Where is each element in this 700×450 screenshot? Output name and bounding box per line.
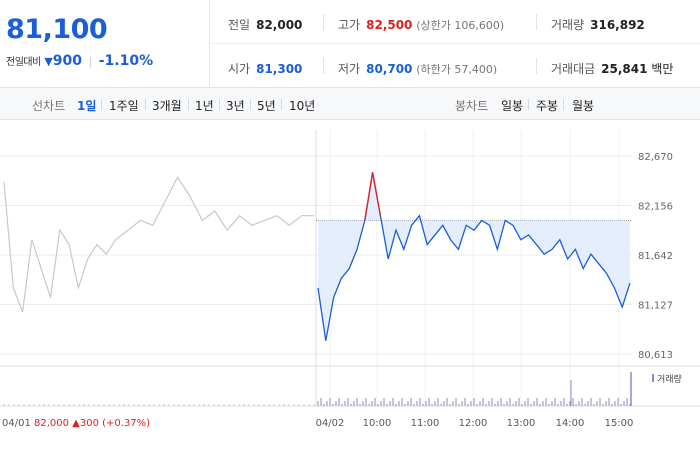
quote-row-2: 시가 81,300 저가 80,700 (하한가 57,400) 거래대금 25,84… xyxy=(211,44,700,88)
footer-date: 04/01 xyxy=(2,418,31,429)
divider xyxy=(528,99,529,110)
prev-close-label: 전일 xyxy=(228,18,251,32)
tab-3-months[interactable]: 3개월 xyxy=(152,99,182,113)
volume-bars: 거래량 xyxy=(3,372,682,406)
tab-3-years[interactable]: 3년 xyxy=(226,99,245,113)
divider xyxy=(563,99,564,110)
line-chart-label: 선차트 xyxy=(32,99,66,113)
tab-1-day[interactable]: 1일 xyxy=(77,99,97,113)
y-tick-label: 82,156 xyxy=(638,202,673,213)
x-tick-label: 14:00 xyxy=(556,418,585,429)
chart-grid xyxy=(0,130,700,407)
open-label: 시가 xyxy=(228,62,251,76)
current-price: 81,100 xyxy=(6,14,108,45)
change-percent: -1.10% xyxy=(98,53,154,69)
tab-1-year[interactable]: 1년 xyxy=(195,99,214,113)
area-below-prev-close xyxy=(318,172,630,341)
amount-value: 25,841 xyxy=(601,62,648,76)
high-value: 82,500 xyxy=(366,18,413,32)
chart-period-tabs: 선차트 1일 1주일 3개월 1년 3년 5년 10년 봉차트 일봉 주봉 월봉 xyxy=(0,88,700,120)
divider xyxy=(536,14,537,30)
open-value: 81,300 xyxy=(256,62,303,76)
quote-panel: 81,100 전일대비 ▼900 | -1.10% 전일 82,000 고가 82,… xyxy=(0,0,700,88)
amount-label: 거래대금 xyxy=(551,62,596,76)
tab-weekly-candle[interactable]: 주봉 xyxy=(536,99,559,113)
divider xyxy=(323,14,324,30)
prev-close: 전일 82,000 xyxy=(228,16,302,33)
candle-chart-label: 봉차트 xyxy=(455,99,489,113)
divider xyxy=(188,99,189,110)
volume: 거래량 316,892 xyxy=(551,16,645,33)
divider xyxy=(323,58,324,74)
divider xyxy=(145,99,146,110)
y-tick-label: 82,670 xyxy=(638,152,673,163)
divider xyxy=(219,99,220,110)
volume-label: 거래량 xyxy=(551,18,585,32)
volume-value: 316,892 xyxy=(590,18,645,32)
change-value: 900 xyxy=(52,53,83,69)
x-tick-label: 10:00 xyxy=(363,418,392,429)
today-area xyxy=(318,172,630,341)
volume-legend-label: 거래량 xyxy=(657,373,682,385)
divider: | xyxy=(88,55,93,68)
tab-10-years[interactable]: 10년 xyxy=(289,99,316,113)
x-tick-label: 12:00 xyxy=(459,418,488,429)
open-price: 시가 81,300 xyxy=(228,60,302,77)
x-tick-label: 15:00 xyxy=(605,418,634,429)
tab-daily-candle[interactable]: 일봉 xyxy=(501,99,524,113)
y-tick-label: 81,642 xyxy=(638,251,673,262)
footer-price: 82,000 ▲300 (+0.37%) xyxy=(34,418,150,429)
today-series xyxy=(317,172,631,341)
low-value: 80,700 xyxy=(366,62,413,76)
low-price: 저가 80,700 (하한가 57,400) xyxy=(338,60,497,77)
tab-5-years[interactable]: 5년 xyxy=(257,99,276,113)
tab-1-week[interactable]: 1주일 xyxy=(109,99,139,113)
divider xyxy=(250,99,251,110)
divider xyxy=(101,99,102,110)
low-label: 저가 xyxy=(338,62,361,76)
tab-monthly-candle[interactable]: 월봉 xyxy=(572,99,595,113)
y-tick-label: 81,127 xyxy=(638,301,673,312)
current-price-box: 81,100 전일대비 ▼900 | -1.10% xyxy=(0,0,210,88)
x-tick-label: 11:00 xyxy=(411,418,440,429)
x-tick-label: 13:00 xyxy=(507,418,536,429)
lower-limit: (하한가 57,400) xyxy=(416,63,498,76)
quote-row-1: 전일 82,000 고가 82,500 (상한가 106,600) 거래량 316,8… xyxy=(211,0,700,44)
volume-legend-swatch xyxy=(652,374,654,382)
prev-close-value: 82,000 xyxy=(256,18,303,32)
amount-unit: 백만 xyxy=(651,62,674,76)
divider xyxy=(281,99,282,110)
x-axis-labels: 04/02 10:00 11:00 12:00 13:00 14:00 15:00 xyxy=(316,418,634,429)
y-axis-labels: 82,670 82,156 81,642 81,127 80,613 xyxy=(638,152,673,361)
trade-amount: 거래대금 25,841 백만 xyxy=(551,60,673,77)
x-tick-label: 04/02 xyxy=(316,418,345,429)
high-price: 고가 82,500 (상한가 106,600) xyxy=(338,16,504,33)
high-label: 고가 xyxy=(338,18,361,32)
price-change: 전일대비 ▼900 | -1.10% xyxy=(6,53,153,69)
divider xyxy=(536,58,537,74)
prev-day-series xyxy=(3,175,314,313)
y-tick-label: 80,613 xyxy=(638,350,673,361)
price-chart: 82,670 82,156 81,642 81,127 80,613 거래량 04/02… xyxy=(0,130,700,429)
down-arrow-icon: ▼ xyxy=(44,55,53,68)
upper-limit: (상한가 106,600) xyxy=(416,19,505,32)
chart-footer: 04/01 82,000 ▲300 (+0.37%) xyxy=(2,418,150,429)
prev-day-line xyxy=(3,175,314,313)
above-prev-close-line xyxy=(364,172,382,221)
compare-label: 전일대비 xyxy=(6,57,41,68)
